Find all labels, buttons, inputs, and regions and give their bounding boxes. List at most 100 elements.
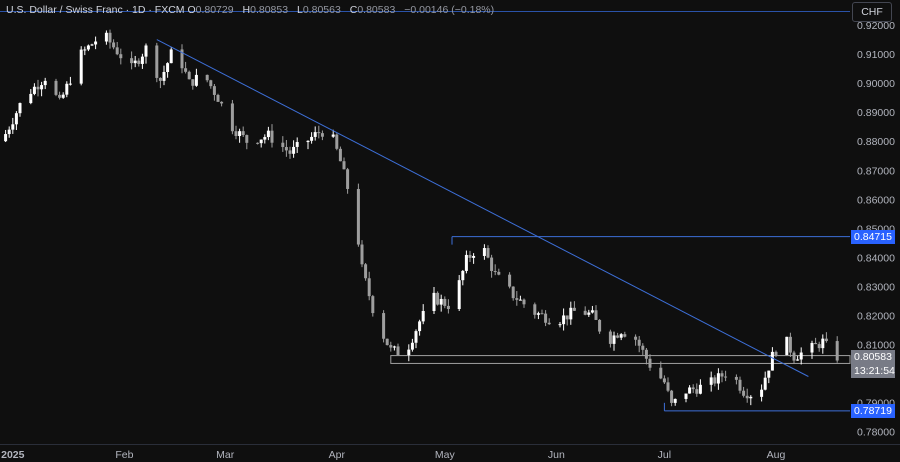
candle: [281, 136, 285, 152]
y-tick-label: 0.86000: [857, 194, 895, 206]
candle-body: [79, 49, 83, 84]
candle-body: [108, 32, 112, 43]
candle-body: [112, 42, 116, 48]
candle: [835, 336, 839, 363]
candle-body: [698, 384, 702, 394]
candle-body: [540, 313, 544, 315]
candle: [313, 126, 317, 141]
candle-body: [490, 257, 494, 272]
candle: [238, 128, 242, 143]
candle-body: [119, 54, 123, 59]
candle: [414, 329, 418, 349]
high-label: H: [242, 4, 251, 16]
candle: [587, 309, 591, 317]
candle-body: [612, 335, 616, 344]
candle: [43, 77, 47, 90]
candle-body: [709, 377, 713, 385]
candle-body: [295, 142, 299, 147]
candle-body: [774, 351, 778, 355]
candle-body: [799, 352, 803, 360]
candle-body: [767, 370, 771, 378]
x-tick-label: Jul: [658, 449, 671, 461]
candle-body: [389, 345, 393, 348]
candle: [760, 384, 764, 402]
candle-body: [720, 373, 724, 377]
candle-body: [432, 292, 436, 312]
candle-body: [742, 390, 746, 396]
candle: [137, 58, 141, 67]
candle-body: [180, 49, 184, 69]
candle: [288, 146, 292, 159]
candle-body: [796, 359, 800, 361]
low-value: 0.80563: [302, 4, 341, 16]
candle-body: [43, 80, 47, 86]
x-tick-label: 2025: [1, 449, 25, 461]
candle-body: [245, 135, 249, 143]
downtrend-line: [156, 39, 809, 377]
symbol-legend: U.S. Dollar / Swiss Franc · 1D · FXCM O0…: [6, 4, 494, 16]
candle-body: [716, 373, 720, 384]
y-tick-label: 0.87000: [857, 165, 895, 177]
candle: [317, 125, 321, 139]
candle-body: [234, 131, 238, 137]
currency-button[interactable]: CHF: [852, 2, 892, 22]
candle: [493, 264, 497, 276]
candle-body: [590, 310, 594, 313]
candle-body: [572, 307, 576, 311]
candle: [364, 262, 368, 281]
candle-body: [457, 280, 461, 310]
candle: [763, 371, 767, 391]
candle: [270, 124, 274, 148]
candle-body: [569, 307, 573, 320]
candle-body: [623, 334, 627, 337]
candle: [799, 347, 803, 365]
candle-body: [414, 331, 418, 343]
candle-body: [104, 32, 108, 42]
candle-body: [511, 286, 515, 299]
candle-body: [65, 83, 69, 95]
candle: [338, 146, 342, 162]
candle-body: [14, 113, 18, 125]
candle: [212, 83, 216, 101]
candle: [29, 89, 33, 105]
candle: [407, 344, 411, 362]
candle-body: [4, 134, 8, 142]
candle: [7, 126, 11, 138]
candle-body: [220, 101, 224, 104]
candle-body: [216, 94, 220, 102]
candle: [767, 370, 771, 384]
candle: [94, 36, 98, 50]
candle: [245, 134, 249, 150]
support-zone: [390, 355, 851, 364]
candle: [619, 333, 623, 341]
candle: [644, 347, 648, 365]
candle: [241, 126, 245, 137]
candle: [310, 132, 314, 144]
candle-body: [241, 131, 245, 136]
candle-body: [90, 44, 94, 46]
candle-body: [284, 147, 288, 151]
candle: [749, 395, 753, 406]
candle: [522, 298, 526, 308]
candle-body: [288, 150, 292, 154]
candle: [691, 384, 695, 394]
candle-body: [137, 60, 141, 64]
candle-body: [140, 56, 144, 64]
candle: [180, 44, 184, 74]
candle-body: [166, 63, 170, 72]
candle: [558, 321, 562, 328]
candle-body: [594, 310, 598, 320]
candle: [40, 81, 44, 97]
candle-body: [515, 298, 519, 300]
candle: [61, 92, 65, 99]
candle: [284, 140, 288, 157]
candle-body: [184, 68, 188, 72]
candle: [418, 319, 422, 336]
candle: [320, 130, 324, 141]
candle-body: [464, 254, 468, 271]
candle: [695, 383, 699, 397]
candle-body: [734, 376, 738, 380]
candle-body: [493, 271, 497, 273]
candle-body: [770, 351, 774, 371]
